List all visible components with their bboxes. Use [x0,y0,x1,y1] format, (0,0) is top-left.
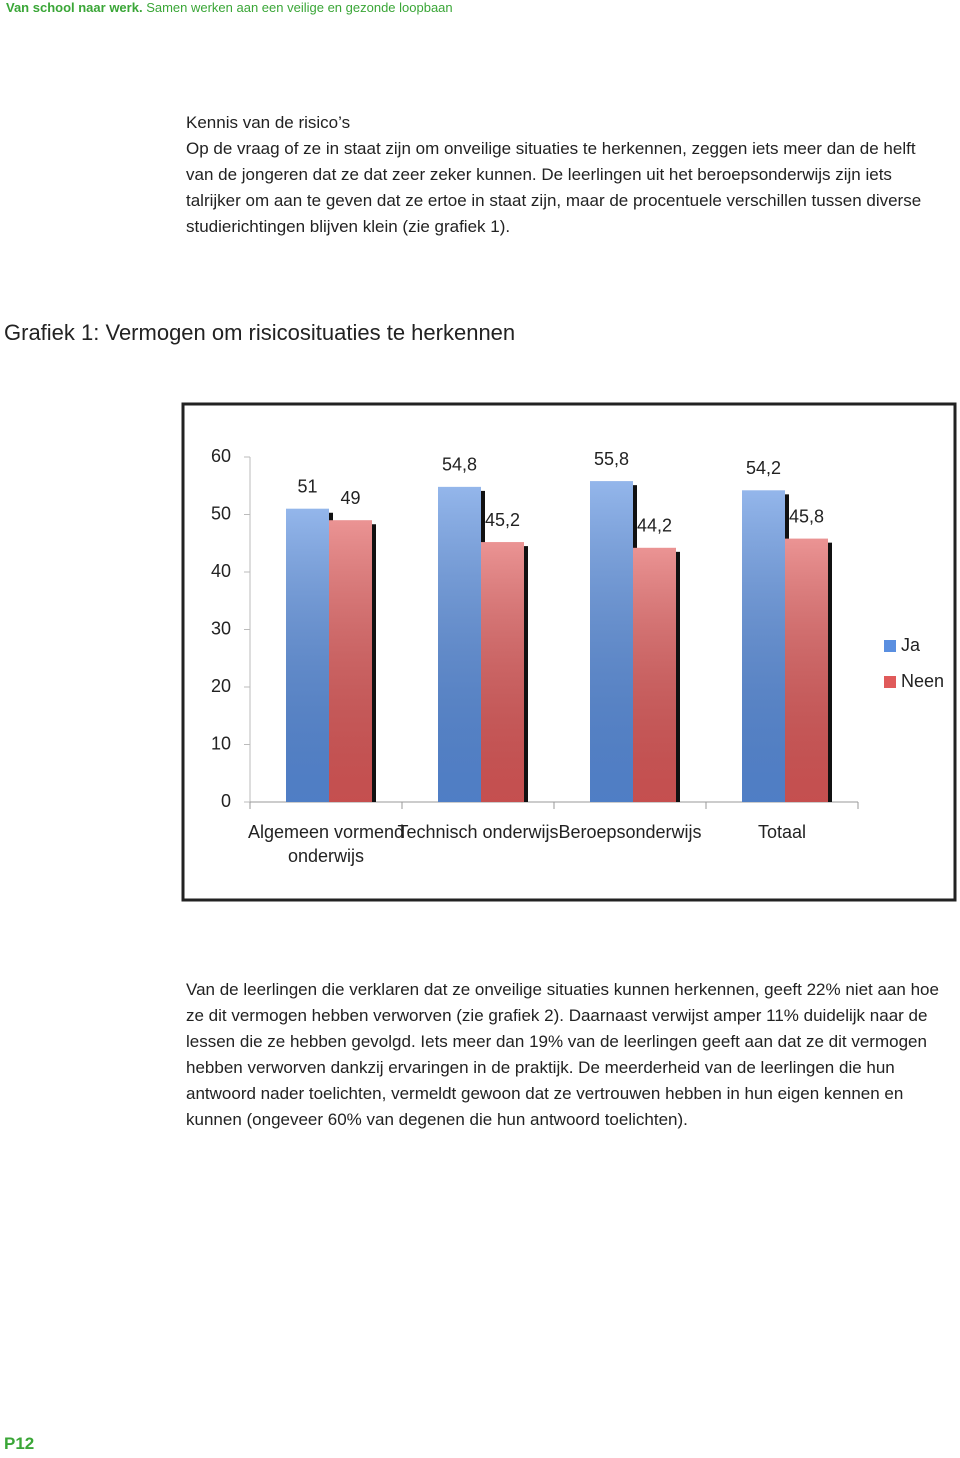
bar-shadow [523,546,528,802]
x-tick-label: Beroepsonderwijs [558,822,702,842]
data-label: 54,2 [746,458,781,478]
y-tick-label: 40 [211,561,231,581]
y-tick-label: 30 [211,618,231,638]
page-number: P12 [4,1434,35,1453]
data-label: 51 [297,477,317,497]
bar-shine [742,490,785,802]
y-tick-label: 10 [211,733,231,753]
legend-label: Ja [901,635,921,655]
bar-shadow [371,524,376,802]
chart: 0 10 20 30 40 50 60 Algemeen vormend onderwijs 5… [181,402,957,902]
bar-shadow [827,542,832,802]
legend-swatch [884,640,896,652]
body-paragraph: Van de leerlingen die verklaren dat ze o… [186,980,939,1129]
bar-shine [438,486,481,802]
x-tick-label: Technisch onderwijs [397,822,559,842]
y-tick-label: 0 [221,791,231,811]
bar-shadow [675,551,680,802]
data-label: 54,8 [442,455,477,475]
data-label: 55,8 [594,449,629,469]
x-tick-label: Algemeen vormend onderwijs [247,822,405,866]
x-tick-label-box: Technisch onderwijs [397,822,559,842]
data-label: 45,2 [485,510,520,530]
bar-shine [481,542,524,802]
x-tick-label: Totaal [757,822,807,842]
data-label: 45,8 [789,506,824,526]
section: Kennis van de risico’s Op de vraag of ze… [186,110,946,240]
bar-shine [785,538,828,802]
y-tick-label: 20 [211,676,231,696]
header: Van school naar werk. Samen werken aan e… [6,0,453,15]
y-tick-label: 60 [211,446,231,466]
chart-title: Grafiek 1: Vermogen om risicosituaties t… [4,320,516,345]
header-subtitle: Samen werken aan een veilige en gezonde … [146,0,453,15]
body: Van de leerlingen die verklaren dat ze o… [186,977,946,1133]
x-tick-label-box: Beroepsonderwijs [558,822,702,842]
bar-shine [590,481,633,802]
bar-shine [633,547,676,802]
data-label: 49 [340,488,360,508]
x-tick-label-box: Totaal [757,822,807,842]
legend-swatch [884,676,896,688]
y-tick-label: 50 [211,503,231,523]
bar-shine [286,508,329,802]
bar-shine [329,520,372,802]
x-tick-label-box: Algemeen vormend onderwijs [247,822,405,866]
data-label: 44,2 [637,516,672,536]
legend-label: Neen [901,671,944,691]
section-heading: Kennis van de risico’s [186,113,351,132]
header-title: Van school naar werk. [6,0,143,15]
section-paragraph: Op de vraag of ze in staat zijn om onvei… [186,139,922,236]
